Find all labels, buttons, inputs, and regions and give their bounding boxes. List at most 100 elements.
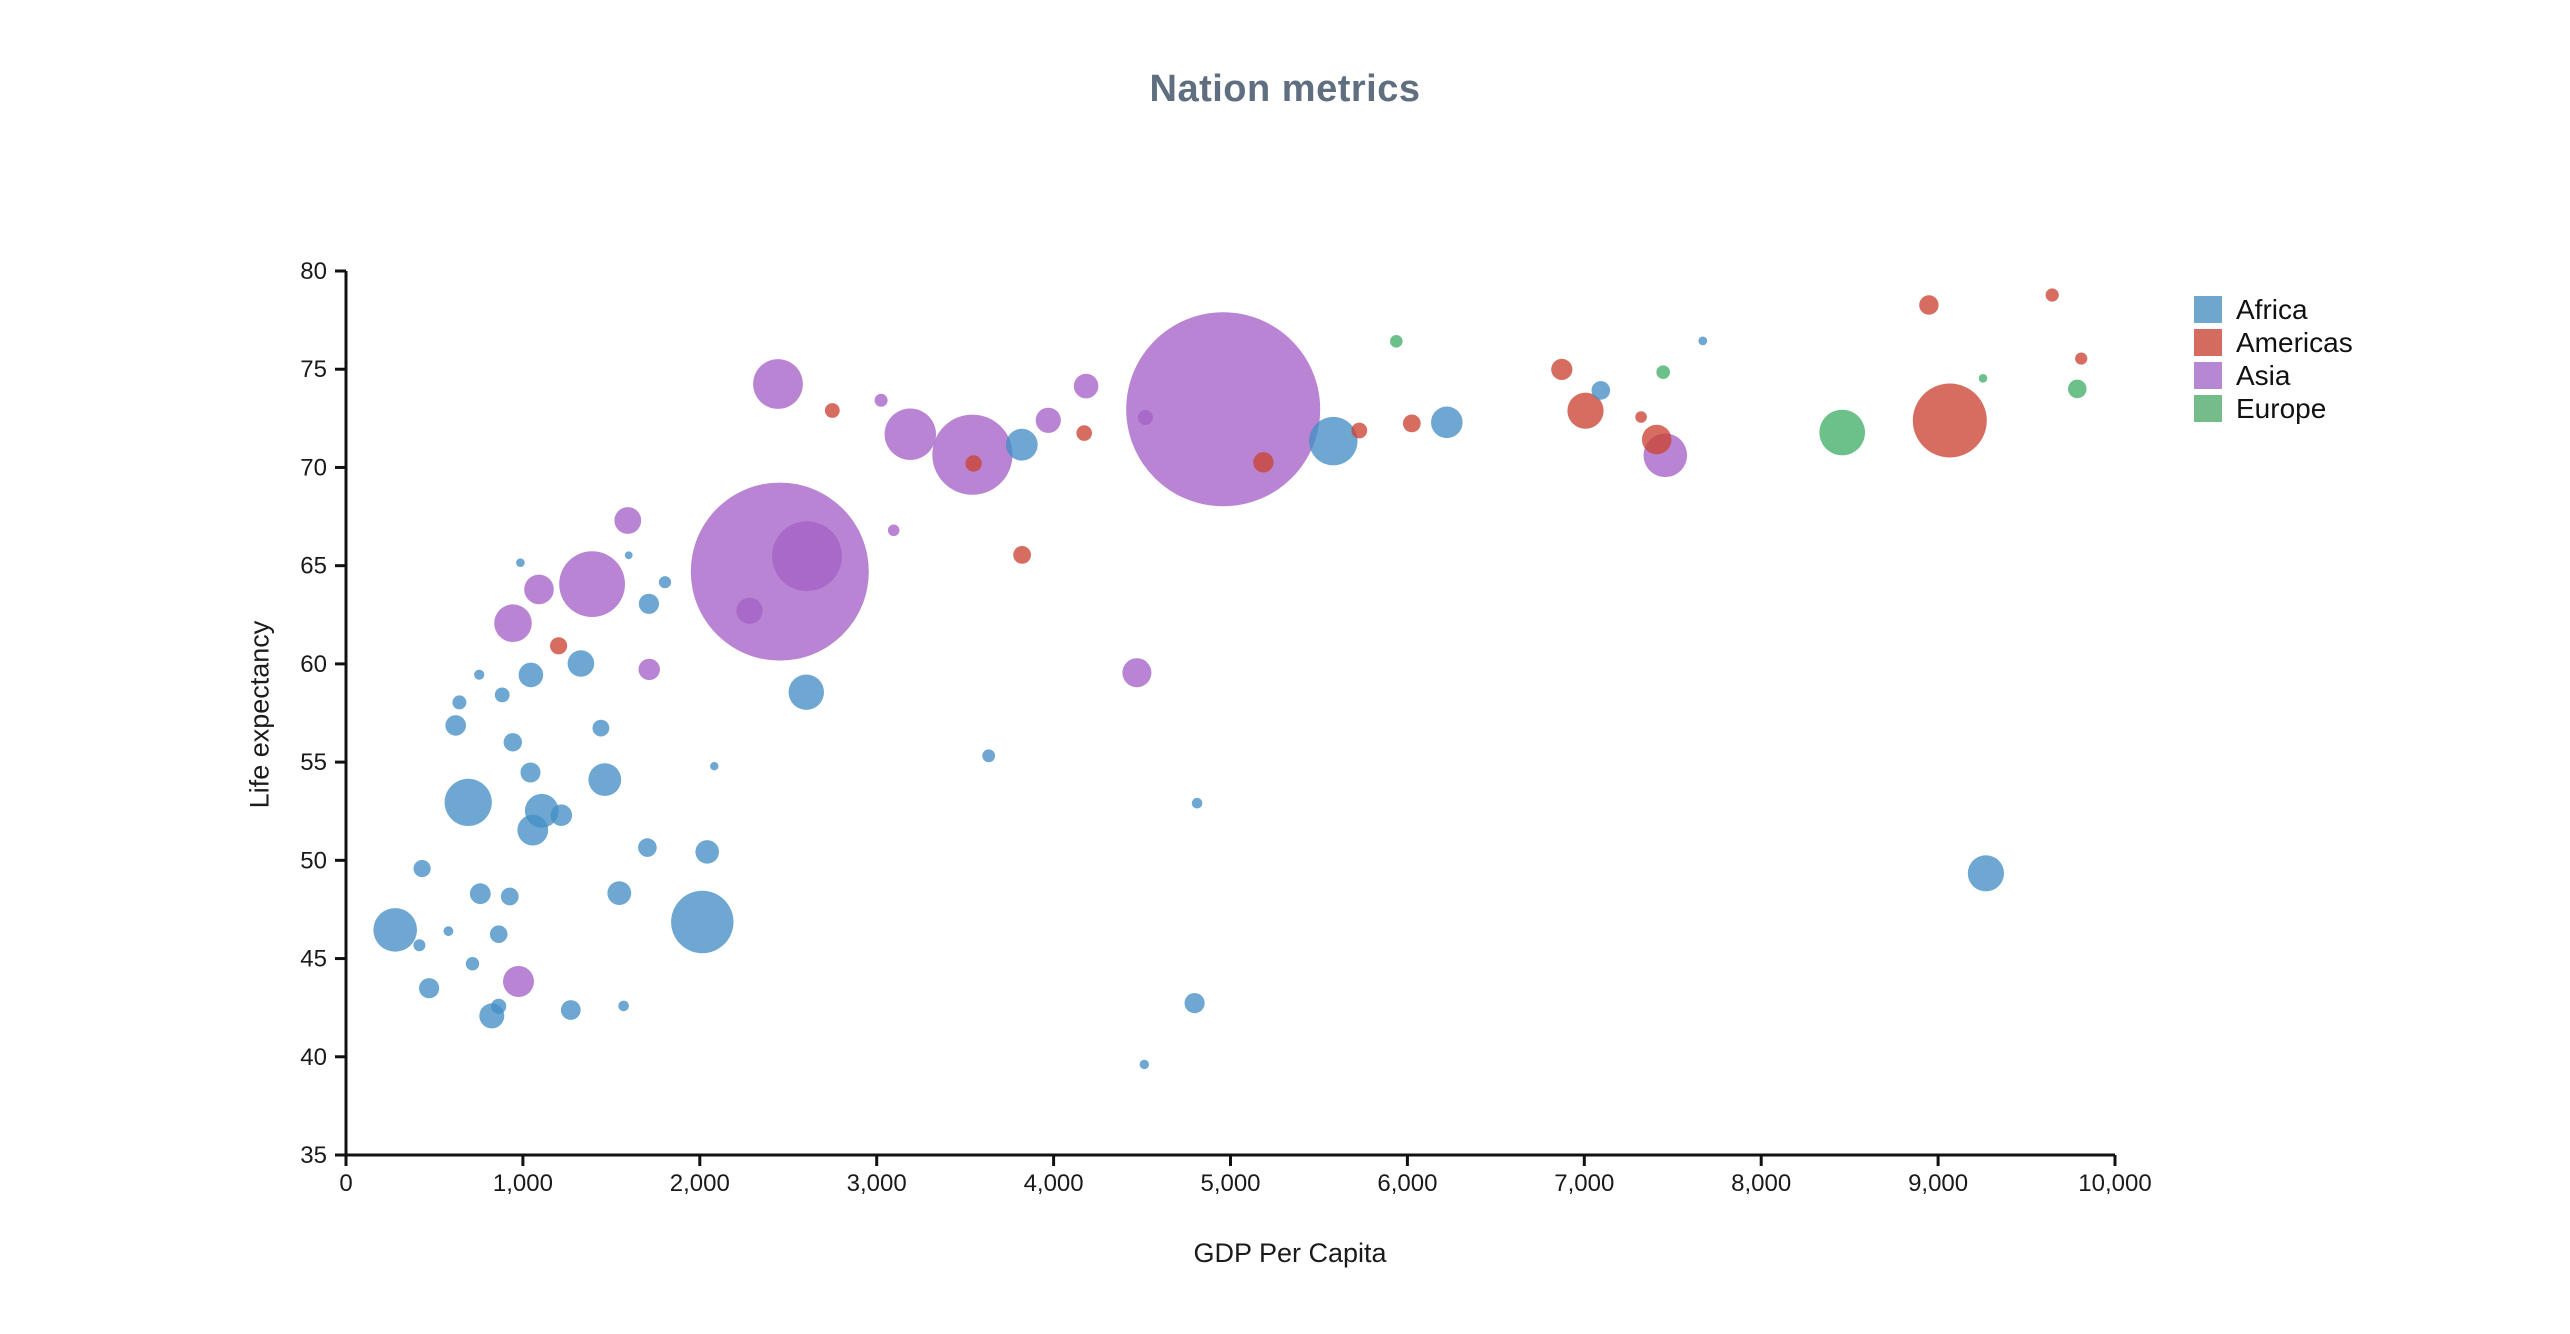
bubble-cambodia[interactable] — [638, 658, 660, 681]
x-tick-label: 1,000 — [493, 1170, 553, 1197]
bubble-sudan[interactable] — [788, 674, 824, 710]
bubble-paraguay[interactable] — [1076, 425, 1092, 441]
bubble-iraq[interactable] — [1122, 658, 1152, 688]
bubble-turkey[interactable] — [1819, 409, 1865, 456]
bubble-morocco[interactable] — [1005, 428, 1038, 461]
bubble-peru[interactable] — [1641, 424, 1672, 455]
bubble-haiti[interactable] — [550, 637, 568, 655]
bubble-honduras[interactable] — [965, 455, 982, 472]
y-tick-label: 40 — [300, 1044, 327, 1071]
bubble-cameroon[interactable] — [695, 840, 719, 864]
legend-item-americas[interactable]: Americas — [2194, 329, 2353, 357]
bubble-myanmar[interactable] — [494, 604, 532, 642]
bubble-pakistan[interactable] — [772, 521, 842, 592]
bubble-el-salvador[interactable] — [1351, 422, 1368, 439]
bubble-bolivia[interactable] — [1013, 546, 1031, 564]
bubble-west-bank-and-gaza[interactable] — [874, 393, 888, 407]
bubble-mongolia[interactable] — [887, 524, 900, 537]
bubble-congo-dem-rep-[interactable] — [373, 908, 418, 952]
bubble-jordan[interactable] — [1137, 410, 1153, 425]
bubble-swaziland[interactable] — [1139, 1059, 1150, 1070]
bubble-rwanda[interactable] — [489, 925, 508, 943]
legend-item-asia[interactable]: Asia — [2194, 362, 2353, 390]
bubble-lesotho[interactable] — [618, 1000, 629, 1012]
bubble-guatemala[interactable] — [1253, 452, 1274, 473]
legend-item-europe[interactable]: Europe — [2194, 395, 2353, 423]
bubble-costa-rica[interactable] — [2045, 288, 2059, 302]
bubble-benin[interactable] — [592, 719, 610, 737]
bubble-niger[interactable] — [445, 715, 467, 736]
bubble-gambia[interactable] — [474, 669, 485, 680]
bubble-philippines[interactable] — [884, 408, 936, 460]
bubble-congo-rep-[interactable] — [982, 749, 996, 763]
bubble-afghanistan[interactable] — [503, 966, 534, 997]
bubble-kenya[interactable] — [588, 763, 622, 796]
bubble-somalia[interactable] — [500, 887, 519, 906]
bubble-bangladesh[interactable] — [559, 551, 625, 617]
bubble-sri-lanka[interactable] — [1035, 407, 1061, 433]
bubble-korea-dem-rep-[interactable] — [614, 507, 642, 534]
bubble-guinea[interactable] — [503, 733, 522, 752]
bubble-senegal[interactable] — [638, 593, 660, 614]
bubble-angola[interactable] — [1184, 993, 1205, 1014]
bubble-syria[interactable] — [1073, 373, 1099, 399]
bubble-south-africa[interactable] — [1967, 855, 2004, 892]
x-tick-label: 10,000 — [2078, 1170, 2151, 1197]
bubble-algeria[interactable] — [1431, 406, 1463, 439]
bubble-mauritania[interactable] — [658, 576, 672, 589]
bubble-sao-tome-and-principe[interactable] — [624, 551, 633, 560]
bubble-sierra-leone[interactable] — [491, 998, 507, 1014]
y-tick-label: 45 — [300, 946, 327, 973]
bubble-reunion[interactable] — [1698, 336, 1708, 346]
bubble-ethiopia[interactable] — [444, 778, 492, 827]
bubble-zimbabwe[interactable] — [419, 978, 440, 999]
x-tick-label: 9,000 — [1908, 1170, 1968, 1197]
legend: Africa Americas Asia Europe — [2194, 296, 2353, 428]
y-tick-label: 80 — [300, 258, 327, 285]
bubble-egypt[interactable] — [1309, 416, 1358, 466]
bubble-uganda[interactable] — [517, 814, 549, 846]
bubble-cote-d-ivoire[interactable] — [607, 881, 632, 905]
bubble-mali[interactable] — [520, 762, 541, 783]
bubble-jamaica[interactable] — [1635, 411, 1647, 423]
bubble-bosnia-and-herzegovina[interactable] — [1656, 365, 1670, 380]
bubble-ecuador[interactable] — [1551, 358, 1573, 380]
bubble-montenegro[interactable] — [1978, 374, 1988, 383]
bubble-vietnam[interactable] — [753, 359, 803, 409]
bubble-comoros[interactable] — [516, 558, 525, 567]
bubble-eritrea[interactable] — [452, 695, 467, 710]
bubble-panama[interactable] — [2075, 352, 2088, 365]
bubble-djibouti[interactable] — [710, 762, 719, 771]
bubble-namibia[interactable] — [1191, 797, 1203, 809]
bubble-central-african-republic[interactable] — [465, 957, 480, 971]
bubble-malawi[interactable] — [469, 883, 491, 905]
bubble-ghana[interactable] — [567, 650, 595, 677]
bubble-liberia[interactable] — [413, 939, 426, 952]
bubble-cuba[interactable] — [1919, 295, 1939, 315]
bubble-yemen-rep-[interactable] — [736, 597, 763, 624]
bubble-guinea-bissau[interactable] — [443, 926, 454, 937]
bubble-nepal[interactable] — [524, 574, 554, 605]
y-tick-label: 70 — [300, 454, 327, 481]
bubble-colombia[interactable] — [1567, 392, 1604, 429]
bubble-zambia[interactable] — [560, 1000, 581, 1020]
bubble-china[interactable] — [1126, 312, 1321, 507]
bubble-indonesia[interactable] — [932, 414, 1013, 495]
x-tick-label: 5,000 — [1200, 1170, 1260, 1197]
bubble-brazil[interactable] — [1912, 383, 1987, 458]
x-tick-label: 3,000 — [847, 1170, 907, 1197]
bubble-serbia[interactable] — [2068, 379, 2087, 399]
bubble-togo[interactable] — [494, 687, 510, 703]
bubble-dominican-republic[interactable] — [1402, 414, 1421, 433]
bubble-madagascar[interactable] — [518, 662, 544, 688]
x-tick-label: 8,000 — [1731, 1170, 1791, 1197]
bubble-chad[interactable] — [638, 838, 657, 857]
legend-item-africa[interactable]: Africa — [2194, 296, 2353, 324]
americas-swatch-icon — [2194, 329, 2222, 356]
bubble-tunisia[interactable] — [1591, 381, 1611, 400]
bubble-nigeria[interactable] — [671, 890, 734, 954]
bubble-burundi[interactable] — [413, 860, 431, 878]
bubble-nicaragua[interactable] — [824, 403, 840, 418]
bubble-albania[interactable] — [1390, 335, 1403, 348]
bubble-burkina-faso[interactable] — [550, 804, 573, 826]
